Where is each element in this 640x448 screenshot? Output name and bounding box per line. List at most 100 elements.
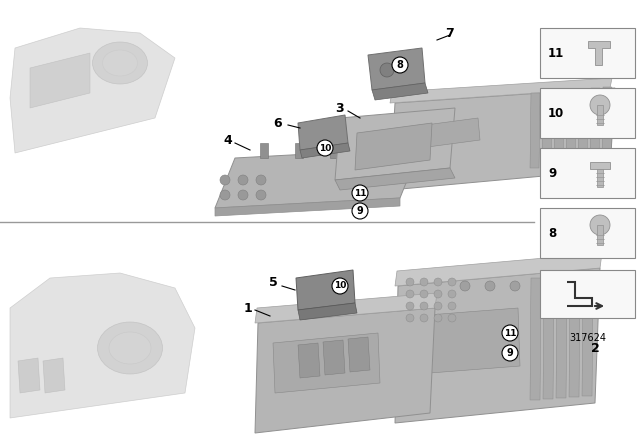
Polygon shape [335,108,455,180]
Circle shape [380,63,394,77]
Circle shape [460,281,470,291]
Polygon shape [602,87,612,162]
Circle shape [448,290,456,298]
Polygon shape [215,148,420,208]
Ellipse shape [109,332,151,364]
Polygon shape [390,78,612,103]
Polygon shape [395,268,600,423]
Polygon shape [418,118,480,148]
Polygon shape [215,198,400,216]
Text: 6: 6 [274,116,282,129]
Polygon shape [428,308,520,373]
Polygon shape [18,358,40,393]
Polygon shape [590,88,600,163]
Bar [597,105,603,125]
Circle shape [406,314,414,322]
Circle shape [392,57,408,73]
Polygon shape [260,143,268,158]
Text: 11: 11 [504,328,516,337]
Circle shape [420,302,428,310]
Bar [597,169,603,187]
Text: 10: 10 [548,107,564,120]
Circle shape [448,314,456,322]
Polygon shape [298,115,348,150]
Polygon shape [582,274,593,396]
Text: 8: 8 [397,60,403,70]
Polygon shape [588,41,610,65]
Circle shape [434,290,442,298]
Polygon shape [566,90,576,165]
Circle shape [352,203,368,219]
Circle shape [434,278,442,286]
Text: 1: 1 [244,302,252,314]
Circle shape [406,290,414,298]
Polygon shape [365,143,373,158]
Circle shape [406,302,414,310]
Ellipse shape [93,42,147,84]
Text: 10: 10 [334,281,346,290]
Circle shape [434,302,442,310]
Text: 3: 3 [336,102,344,115]
Polygon shape [355,123,432,170]
Text: 10: 10 [319,143,331,152]
Circle shape [238,190,248,200]
Text: 317624: 317624 [570,333,607,343]
Ellipse shape [97,322,163,374]
Text: 2: 2 [591,341,600,354]
Text: 11: 11 [354,189,366,198]
Circle shape [420,278,428,286]
Text: 9: 9 [548,167,556,180]
Bar [540,88,635,138]
Polygon shape [10,273,195,418]
Bar [597,225,603,245]
Bar [540,270,635,318]
Polygon shape [348,337,370,372]
Circle shape [220,175,230,185]
Polygon shape [300,143,350,158]
Polygon shape [335,168,455,190]
Circle shape [256,190,266,200]
Polygon shape [30,53,90,108]
Circle shape [317,140,333,156]
Polygon shape [543,277,554,399]
Circle shape [590,95,610,115]
Circle shape [420,290,428,298]
Ellipse shape [102,50,138,76]
Bar [590,162,610,169]
Polygon shape [542,92,552,167]
Text: 11: 11 [548,47,564,60]
Polygon shape [390,88,615,190]
Polygon shape [368,48,425,90]
Polygon shape [372,83,428,100]
Circle shape [510,281,520,291]
Polygon shape [296,270,355,310]
Circle shape [502,345,518,361]
Polygon shape [295,143,303,158]
Polygon shape [530,278,541,400]
Circle shape [238,175,248,185]
Circle shape [502,325,518,341]
Circle shape [332,278,348,294]
Polygon shape [10,28,175,153]
Circle shape [420,314,428,322]
Circle shape [434,314,442,322]
Circle shape [590,215,610,235]
Circle shape [256,175,266,185]
Circle shape [220,190,230,200]
Polygon shape [255,293,437,323]
Text: 9: 9 [356,206,364,216]
Circle shape [406,278,414,286]
Polygon shape [556,276,567,398]
Polygon shape [323,340,345,375]
Polygon shape [530,93,540,168]
Polygon shape [395,253,602,286]
Polygon shape [298,343,320,378]
Bar [540,28,635,78]
Polygon shape [255,308,435,433]
Polygon shape [330,143,338,158]
Circle shape [352,185,368,201]
Bar [540,148,635,198]
Text: 7: 7 [445,26,454,39]
Circle shape [448,302,456,310]
Text: 5: 5 [269,276,277,289]
